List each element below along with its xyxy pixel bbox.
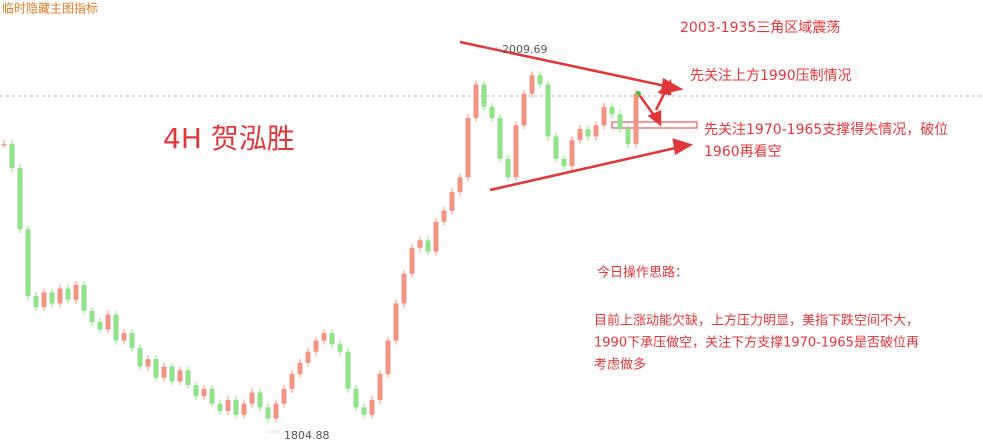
triangle <box>459 40 694 192</box>
candle-body <box>25 229 31 297</box>
candle-body <box>481 84 487 107</box>
candle-body <box>305 351 311 363</box>
low-label: 1804.88 <box>284 429 330 442</box>
candle-body <box>625 129 631 144</box>
candle-body <box>457 177 463 193</box>
support-zone <box>611 121 698 129</box>
candle-body <box>257 392 263 408</box>
candle-body <box>561 158 567 167</box>
candle-body <box>217 403 223 412</box>
candle-body <box>145 359 151 367</box>
candle-body <box>409 247 415 274</box>
candle-body <box>73 284 79 300</box>
candle-body <box>361 407 367 415</box>
annotation: 1960再看空 <box>704 144 782 160</box>
candle-body <box>41 292 47 308</box>
candle-body <box>321 333 327 341</box>
annotation: 2003-1935三角区域震荡 <box>680 20 840 36</box>
candle-body <box>473 84 479 118</box>
candle-body <box>617 114 623 130</box>
candle-body <box>273 403 279 419</box>
candle-body <box>529 75 535 94</box>
candle-body <box>377 373 383 400</box>
candle-body <box>593 125 599 137</box>
candle-body <box>545 84 551 137</box>
candle-body <box>385 340 391 374</box>
candle-body <box>105 314 111 330</box>
candle-body <box>289 373 295 389</box>
candle-body <box>585 129 591 137</box>
annotation: 先关注上方1990压制情况 <box>690 68 852 84</box>
notes-line: 考虑做多 <box>594 357 646 373</box>
notes-line: 1990下承压做空，关注下方支撑1970-1965是否破位再 <box>594 335 919 351</box>
candle-body <box>601 106 607 126</box>
candle-body <box>185 370 191 386</box>
candle-body <box>65 288 71 300</box>
candle-body <box>177 370 183 382</box>
candle-body <box>353 388 359 408</box>
candle-body <box>433 221 439 252</box>
candle-body <box>417 240 423 248</box>
candle-body <box>337 344 343 352</box>
candle-body <box>153 359 159 378</box>
candle-body <box>553 136 559 159</box>
candle-body <box>233 399 239 415</box>
candle-body <box>441 210 447 222</box>
candle-body <box>161 366 167 378</box>
candle-body <box>9 143 15 169</box>
candle-body <box>169 366 175 382</box>
candle-body <box>329 333 335 345</box>
candle-body <box>577 129 583 141</box>
candle-body <box>97 322 103 330</box>
candle-body <box>505 158 511 178</box>
notes-line: 目前上涨动能欠缺，上方压力明显，美指下跌空间不大， <box>594 313 919 329</box>
candle-body <box>369 399 375 415</box>
candle-body <box>449 192 455 211</box>
candle-body <box>241 403 247 415</box>
candle-body <box>465 117 471 178</box>
candle-body <box>193 385 199 397</box>
candle-body <box>17 168 23 230</box>
candle-body <box>345 351 351 389</box>
candle-body <box>1 143 7 146</box>
candle-body <box>129 333 135 348</box>
candle-body <box>569 140 575 167</box>
candle-body <box>401 273 407 304</box>
candle-body <box>393 303 399 341</box>
high-label: 2009.69 <box>502 43 548 56</box>
candle-body <box>513 125 519 178</box>
candle-body <box>265 407 271 419</box>
candle-body <box>425 240 431 252</box>
candle-body <box>281 388 287 404</box>
candle-body <box>81 284 87 311</box>
candle-body <box>113 314 119 341</box>
candle-body <box>201 388 207 397</box>
candle-body <box>297 362 303 374</box>
candle-body <box>57 288 63 304</box>
candle-body <box>609 106 615 115</box>
candle-body <box>497 117 503 159</box>
candle-body <box>633 93 639 144</box>
candle-body <box>33 296 39 308</box>
candle-body <box>489 106 495 118</box>
candle-body <box>249 392 255 404</box>
candle-body <box>209 388 215 404</box>
candle-body <box>225 399 231 412</box>
chart-title: 4H 贺泓胜 <box>163 122 295 155</box>
notes-heading: 今日操作思路： <box>597 265 688 281</box>
candle-body <box>313 340 319 352</box>
candle-body <box>521 93 527 126</box>
candle-body <box>49 292 55 304</box>
candle-body <box>537 75 543 85</box>
annotation: 先关注1970-1965支撑得失情况，破位 <box>704 121 948 138</box>
candle-body <box>121 333 127 341</box>
candle-body <box>137 347 143 367</box>
candle-body <box>89 310 95 323</box>
toolbar-label[interactable]: 临时隐藏主图指标 <box>2 1 98 16</box>
